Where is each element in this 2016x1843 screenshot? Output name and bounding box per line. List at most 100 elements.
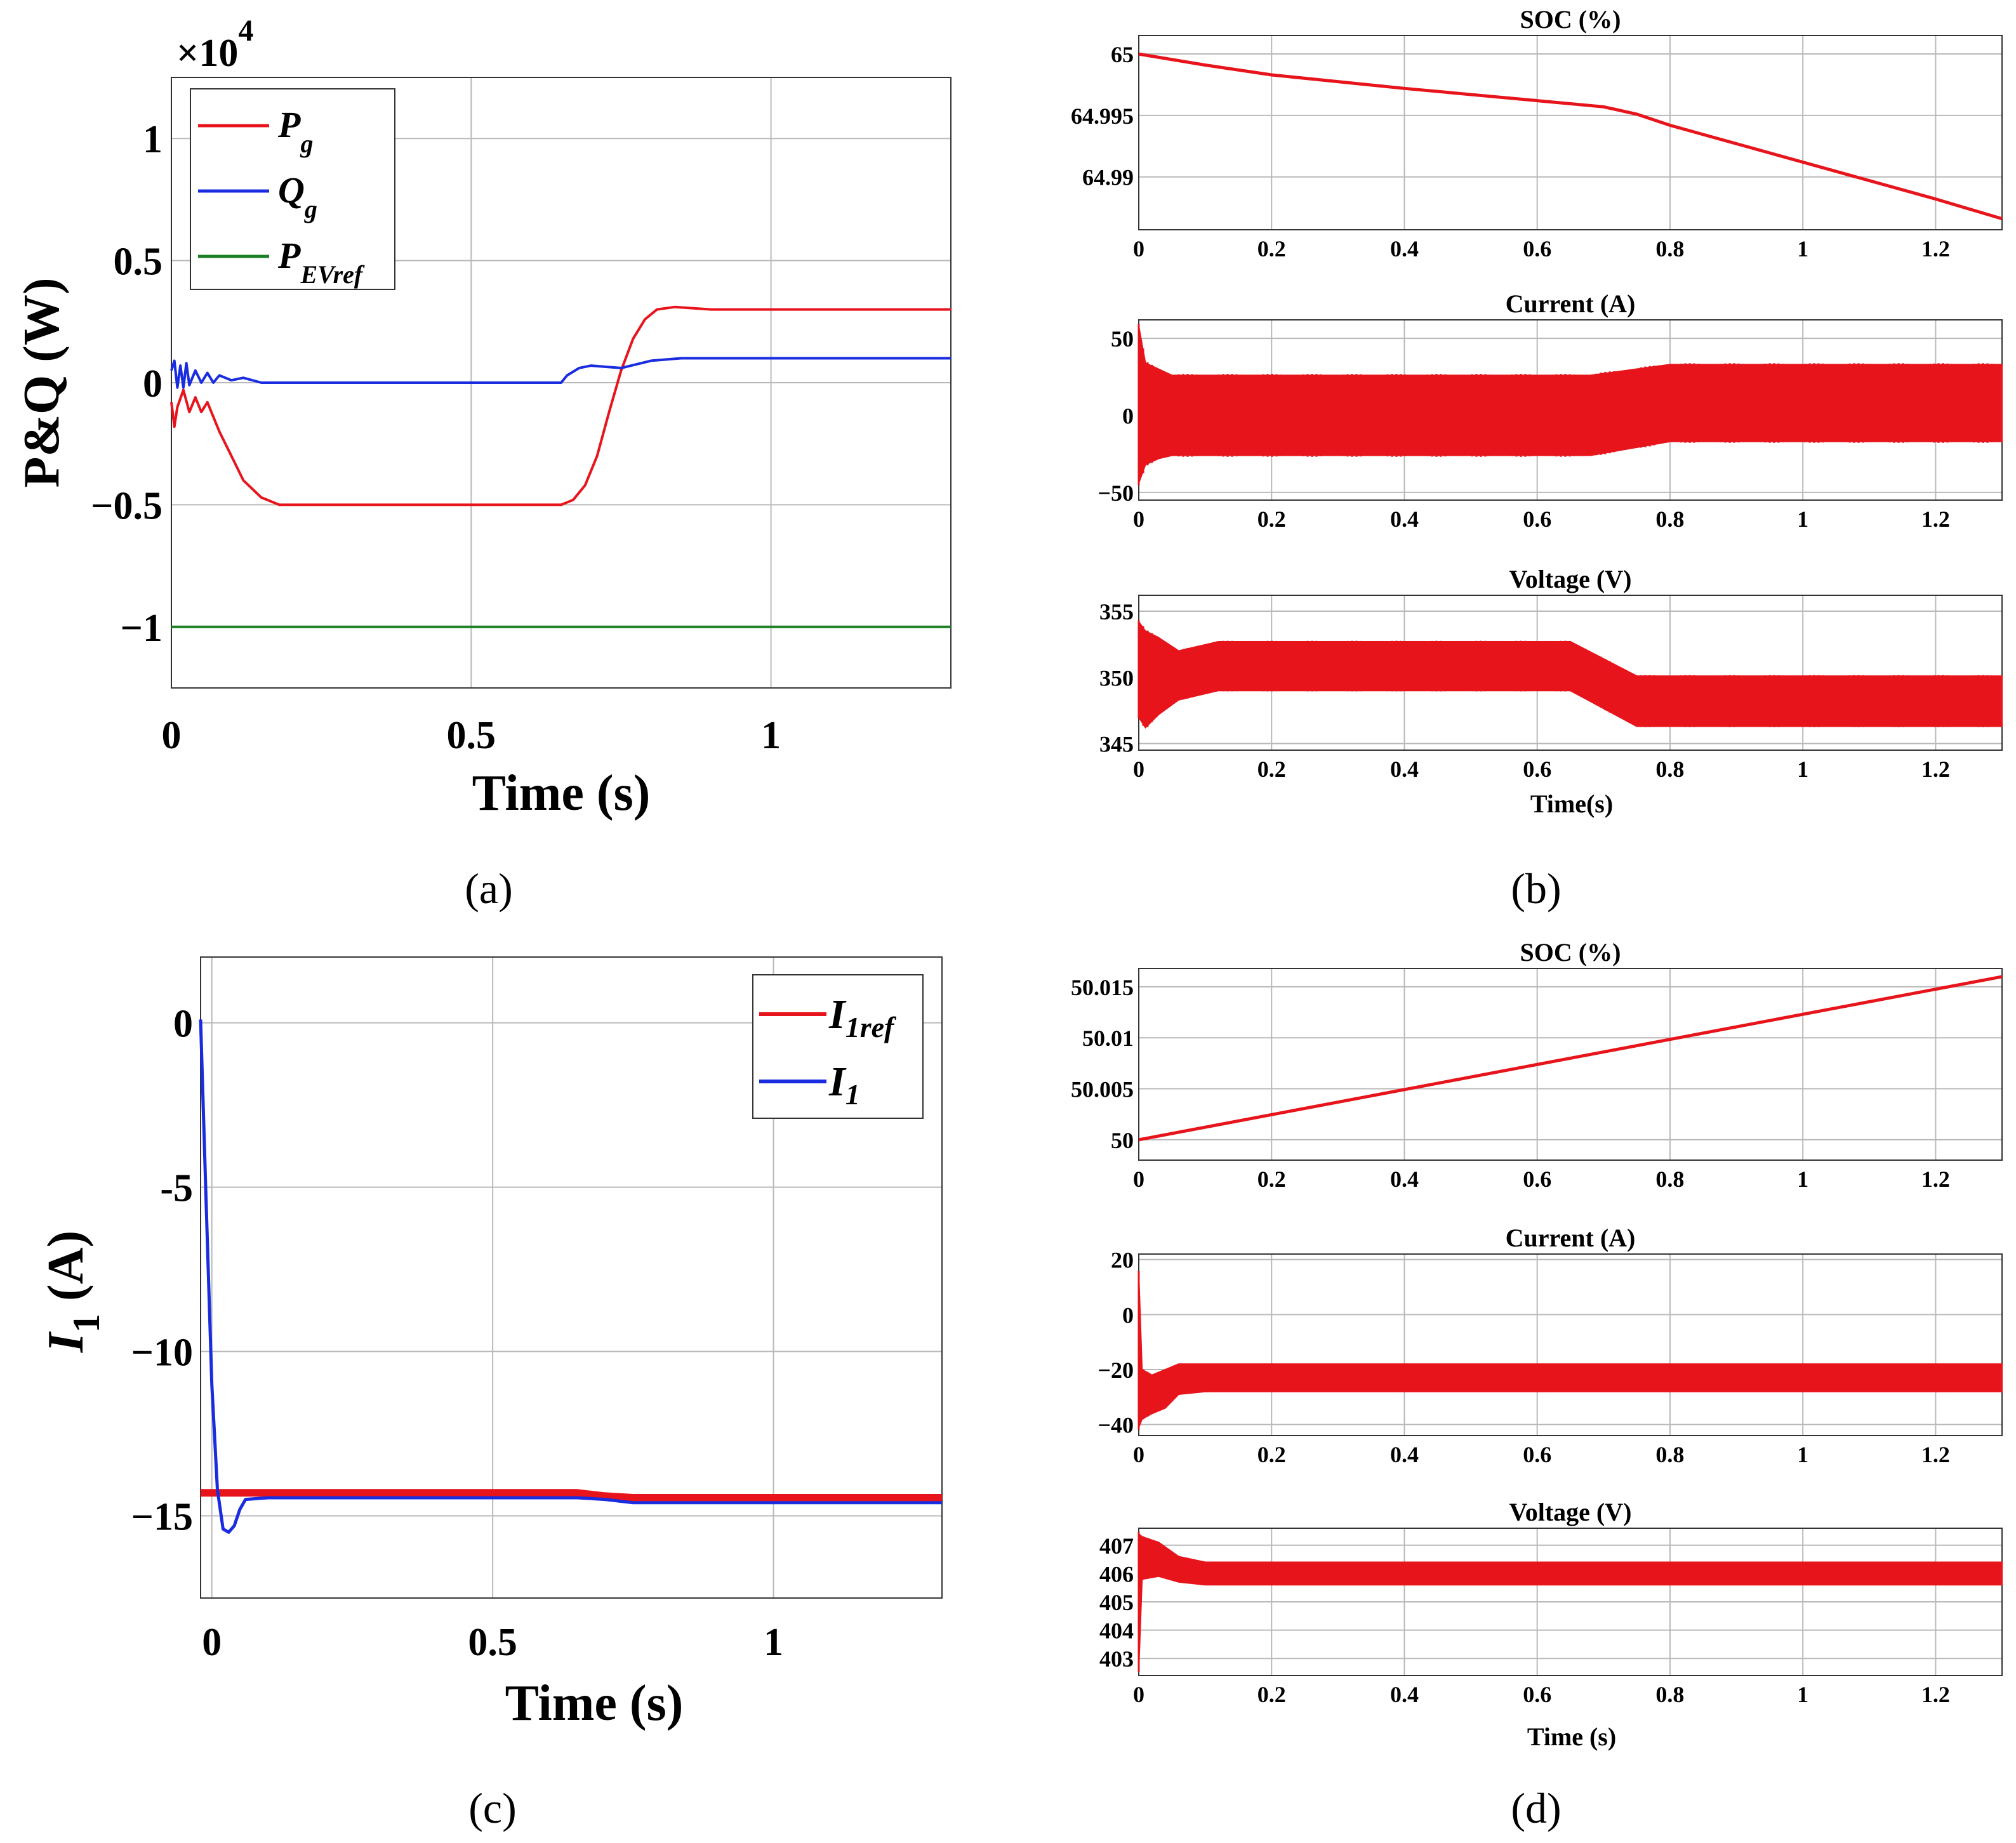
y-tick-label: 64.99 xyxy=(1082,165,1134,190)
x-axis-label: Time(s) xyxy=(1530,789,1613,818)
legend-entry: PEVref xyxy=(277,235,365,289)
subplot-title: Current (A) xyxy=(1506,289,1636,318)
y-tick-label: −40 xyxy=(1098,1413,1134,1438)
x-tick-label: 0.4 xyxy=(1390,1442,1419,1467)
x-tick-label: 0 xyxy=(1133,236,1144,261)
axes-frame xyxy=(1138,1253,2003,1436)
y-tick-label: 1 xyxy=(143,118,162,161)
y-tick-label: 355 xyxy=(1099,599,1134,624)
subplot-b-2: 0 0.2 0.4 0.6 0.8 1 1.2 345 350 355 Voltage (V) xyxy=(1099,565,2003,782)
y-tick-label: 0.5 xyxy=(114,241,163,284)
subplot-d-0: 0 0.2 0.4 0.6 0.8 1 1.2 50 50.005 50.01 50.015 SOC … xyxy=(1071,938,2003,1192)
legend-entry: Qg xyxy=(278,169,317,223)
axes-frame xyxy=(200,956,943,1599)
x-tick-label: 0.8 xyxy=(1655,236,1684,261)
x-tick-label: 0.2 xyxy=(1257,506,1286,532)
x-tick-label: 0 xyxy=(1133,1442,1144,1467)
legend-entry: I1ref xyxy=(828,991,897,1043)
y-tick-label: −50 xyxy=(1098,480,1134,506)
x-tick-label: 0 xyxy=(1133,1682,1144,1707)
x-tick-label: 0.2 xyxy=(1257,1682,1286,1707)
x-tick-label: 1 xyxy=(1797,236,1808,261)
y-tick-label: 50 xyxy=(1111,326,1134,352)
y-tick-label: 350 xyxy=(1099,665,1134,690)
subplot-title: SOC (%) xyxy=(1520,938,1621,967)
x-tick-label: 0 xyxy=(162,714,182,757)
series-ripple xyxy=(1137,324,2002,486)
legend-entry: I1 xyxy=(828,1059,860,1111)
x-axis-label: Time (s) xyxy=(505,1675,684,1731)
x-tick-label: 0 xyxy=(1133,506,1144,532)
x-tick-label: 0.2 xyxy=(1257,756,1286,782)
series-line-I1ref xyxy=(201,1489,942,1502)
legend-c: I1ref I1 xyxy=(752,974,924,1119)
x-tick-label: 0.6 xyxy=(1523,1442,1551,1467)
series-line-soc xyxy=(1138,975,2003,1142)
x-axis-label: Time (s) xyxy=(472,765,651,821)
panel-label-d: (d) xyxy=(1511,1784,1561,1832)
x-tick-label: 1.2 xyxy=(1921,236,1950,261)
panel-label-a: (a) xyxy=(465,864,512,913)
y-tick-label: 0 xyxy=(143,362,162,406)
series-ripple xyxy=(1137,1531,2002,1672)
y-tick-label: 403 xyxy=(1099,1646,1134,1672)
series-line-soc xyxy=(1138,52,2003,220)
series-line-Pg xyxy=(170,305,951,506)
x-tick-label: 1.2 xyxy=(1921,1682,1950,1707)
subplot-d-1: 0 0.2 0.4 0.6 0.8 1 1.2 −40 −20 0 20 Current (A) xyxy=(1098,1224,2003,1467)
y-tick-label: 20 xyxy=(1111,1248,1134,1273)
x-tick-label: 1 xyxy=(1797,506,1808,532)
axes-frame xyxy=(1138,968,2003,1161)
series-band xyxy=(1138,1532,2003,1670)
y-tick-label: 65 xyxy=(1111,42,1134,67)
x-tick-label: 0.8 xyxy=(1655,1166,1684,1192)
x-tick-label: 0.2 xyxy=(1257,1166,1286,1192)
y-tick-label: 64.995 xyxy=(1071,103,1134,129)
x-tick-label: 1 xyxy=(1797,756,1808,782)
legend-a: Pg Qg PEVref xyxy=(190,88,395,290)
y-axis-label: P&Q (W) xyxy=(14,277,70,487)
x-tick-label: 0.8 xyxy=(1655,1682,1684,1707)
y-tick-label: 404 xyxy=(1099,1618,1134,1644)
y-tick-label: 0 xyxy=(1122,1302,1134,1328)
x-tick-label: 1 xyxy=(1797,1442,1808,1467)
legend-box xyxy=(752,974,924,1119)
series-line-Qg xyxy=(170,357,951,389)
subplot-title: Voltage (V) xyxy=(1509,565,1632,593)
x-tick-label: 1 xyxy=(761,714,781,757)
x-tick-label: 0.4 xyxy=(1390,756,1419,782)
x-tick-label: 0.6 xyxy=(1523,506,1551,532)
y-multiplier: ×104 xyxy=(176,14,253,75)
x-tick-label: 0.2 xyxy=(1257,1442,1286,1467)
x-tick-label: 0.4 xyxy=(1390,1682,1419,1707)
x-tick-label: 1.2 xyxy=(1921,1442,1950,1467)
chart-c: 0 0.5 1 −15 −10 -5 0 I1ref I1 Time (s) I1 (A) (c) xyxy=(38,956,943,1832)
x-tick-label: 0.6 xyxy=(1523,756,1551,782)
x-tick-label: 0.5 xyxy=(468,1621,517,1664)
x-tick-label: 0.4 xyxy=(1390,236,1419,261)
y-tick-label: 50.015 xyxy=(1071,975,1134,1000)
y-tick-label: 0 xyxy=(173,1003,193,1046)
chart-d: 0 0.2 0.4 0.6 0.8 1 1.2 50 50.005 50.01 50.015 SOC … xyxy=(1071,938,2003,1832)
series-band xyxy=(1138,1273,2003,1428)
chart-a: 0 0.5 1 −1 −0.5 0 0.5 1 ×104 Pg Qg PEVref Time (s) P&… xyxy=(14,14,952,913)
series-line-I1 xyxy=(199,1019,942,1534)
x-tick-label: 1 xyxy=(1797,1166,1808,1192)
y-tick-label: 345 xyxy=(1099,732,1134,757)
x-tick-label: 0.2 xyxy=(1257,236,1286,261)
series-ripple xyxy=(1137,620,2002,727)
x-tick-label: 1 xyxy=(1797,1682,1808,1707)
y-tick-label: -5 xyxy=(160,1167,193,1210)
x-tick-label: 0.5 xyxy=(447,714,496,757)
y-tick-label: 406 xyxy=(1099,1561,1134,1587)
x-tick-label: 0.8 xyxy=(1655,506,1684,532)
x-tick-label: 0 xyxy=(202,1621,222,1664)
axes-frame xyxy=(1138,35,2003,230)
subplot-title: SOC (%) xyxy=(1520,5,1621,34)
y-axis-label: I1 (A) xyxy=(38,1231,107,1353)
y-tick-label: 50 xyxy=(1111,1128,1134,1153)
series-ripple xyxy=(1137,1271,2002,1430)
panel-label-c: (c) xyxy=(468,1784,516,1832)
